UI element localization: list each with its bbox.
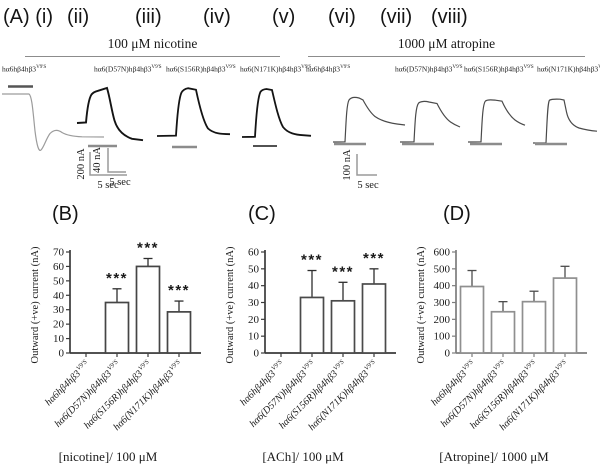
bar bbox=[104, 301, 130, 354]
construct-label: hα6hβ4hβ3V9'S bbox=[2, 64, 47, 74]
bar bbox=[459, 285, 485, 354]
significance-marker: *** bbox=[332, 263, 354, 280]
y-tick-label: 60 bbox=[53, 261, 65, 273]
bar bbox=[490, 310, 516, 354]
panel-c-label: (C) bbox=[248, 203, 276, 225]
construct-label: hα6(S156R)hβ4hβ3V9'S bbox=[464, 64, 534, 74]
y-tick-label: 50 bbox=[53, 275, 65, 287]
bar bbox=[166, 311, 192, 354]
y-tick-label: 30 bbox=[53, 304, 65, 316]
y-tick-label: 40 bbox=[53, 290, 65, 302]
panel-b-label: (B) bbox=[52, 203, 79, 225]
panel-a-label-v: (v) bbox=[272, 6, 296, 28]
trace-i bbox=[2, 93, 105, 152]
y-tick-label: 50 bbox=[248, 263, 260, 275]
trace-v bbox=[332, 96, 406, 143]
construct-label: hα6(D57N)hβ4hβ3V9'S bbox=[94, 64, 162, 74]
y-tick-label: 400 bbox=[434, 280, 451, 292]
trace-viii bbox=[532, 98, 598, 144]
bar bbox=[552, 277, 578, 354]
y-axis-title: Outward (+ve) current (nA) bbox=[416, 246, 427, 364]
panel-a-label-iii: (iii) bbox=[135, 6, 162, 28]
atropine-group-header: 1000 μM atropine bbox=[308, 36, 585, 57]
scalebar-amplitude-label: 40 nA bbox=[92, 147, 103, 173]
y-tick-label: 600 bbox=[434, 247, 451, 259]
scalebar-v bbox=[356, 154, 377, 176]
y-tick-label: 70 bbox=[53, 247, 65, 259]
y-tick-label: 0 bbox=[59, 348, 65, 360]
construct-label: hα6hβ4hβ3V9'S bbox=[306, 64, 351, 74]
scalebar-time-label: 5 sec bbox=[97, 180, 119, 191]
significance-marker: *** bbox=[301, 252, 323, 269]
bar bbox=[135, 265, 161, 354]
construct-label: hα6(S156R)hβ4hβ3V9'S bbox=[166, 64, 236, 74]
trace-vii bbox=[467, 99, 526, 143]
trace-vi bbox=[399, 100, 461, 143]
nicotine-group-header: 100 μM nicotine bbox=[25, 36, 280, 57]
y-tick-label: 500 bbox=[434, 263, 451, 275]
bar bbox=[330, 299, 356, 354]
x-axis-title: [nicotine]/ 100 μM bbox=[59, 449, 158, 464]
y-tick-label: 0 bbox=[445, 348, 451, 360]
panel-a-label-vii: (vii) bbox=[380, 6, 413, 28]
y-tick-label: 60 bbox=[248, 247, 260, 259]
significance-marker: *** bbox=[363, 250, 385, 267]
scalebar-amplitude-label: 200 nA bbox=[76, 148, 87, 180]
panel-a-label-ii: (ii) bbox=[67, 6, 90, 28]
bar-chart-ach: 0102030405060hα6hβ4hβ3V9'S***hα6(D57N)hβ… bbox=[225, 246, 396, 464]
panel-a-label-viii: (viii) bbox=[431, 6, 468, 28]
significance-marker: *** bbox=[168, 282, 190, 299]
scalebar-amplitude-label: 100 nA bbox=[342, 149, 353, 181]
y-axis-title: Outward (+ve) current (nA) bbox=[225, 246, 236, 364]
trace-iii bbox=[156, 87, 231, 137]
significance-marker: *** bbox=[106, 270, 128, 287]
bar bbox=[299, 296, 325, 354]
bar-chart-atropine: 0100200300400500600hα6hβ4hβ3V9'Shα6(D57N… bbox=[416, 246, 587, 464]
construct-label: hα6(D57N)hβ4hβ3V9'S bbox=[395, 64, 463, 74]
scalebar-ii bbox=[107, 148, 126, 173]
y-tick-label: 40 bbox=[248, 280, 260, 292]
y-tick-label: 20 bbox=[53, 319, 65, 331]
y-tick-label: 10 bbox=[248, 331, 260, 343]
trace-iv bbox=[241, 88, 312, 138]
x-axis-title: [Atropine]/ 1000 μM bbox=[439, 449, 549, 464]
bar-chart-nicotine: 010203040506070hα6hβ4hβ3V9'S***hα6(D57N)… bbox=[30, 239, 201, 464]
y-tick-label: 20 bbox=[248, 314, 260, 326]
y-tick-label: 10 bbox=[53, 333, 65, 345]
significance-marker: *** bbox=[137, 239, 159, 256]
scalebar-time-label: 5 sec bbox=[357, 180, 379, 191]
y-tick-label: 200 bbox=[434, 314, 451, 326]
panel-a-label-iv: (iv) bbox=[203, 6, 231, 28]
panel-a-label-vi: (vi) bbox=[328, 6, 356, 28]
y-axis-title: Outward (+ve) current (nA) bbox=[30, 246, 41, 364]
current-traces-panel: 200 nA 5 sec 40 nA 5 sec 100 nA 5 sec bbox=[2, 85, 598, 191]
construct-label: hα6(N171K)hβ4hβ3V9'S bbox=[240, 64, 312, 74]
y-tick-label: 300 bbox=[434, 297, 451, 309]
bar bbox=[361, 283, 387, 354]
trace-ii bbox=[76, 86, 144, 142]
panel-d-label: (D) bbox=[443, 203, 471, 225]
x-axis-title: [ACh]/ 100 μM bbox=[262, 449, 344, 464]
y-tick-label: 0 bbox=[254, 348, 260, 360]
y-tick-label: 100 bbox=[434, 331, 451, 343]
scalebar-i bbox=[89, 152, 127, 176]
bar bbox=[521, 300, 547, 354]
panel-a-label-i: (A) (i) bbox=[3, 6, 53, 28]
construct-label: hα6(N171K)hβ4hβ3V9'S bbox=[537, 64, 600, 74]
scalebar-time-label: 5 sec bbox=[109, 177, 131, 188]
y-tick-label: 30 bbox=[248, 297, 260, 309]
